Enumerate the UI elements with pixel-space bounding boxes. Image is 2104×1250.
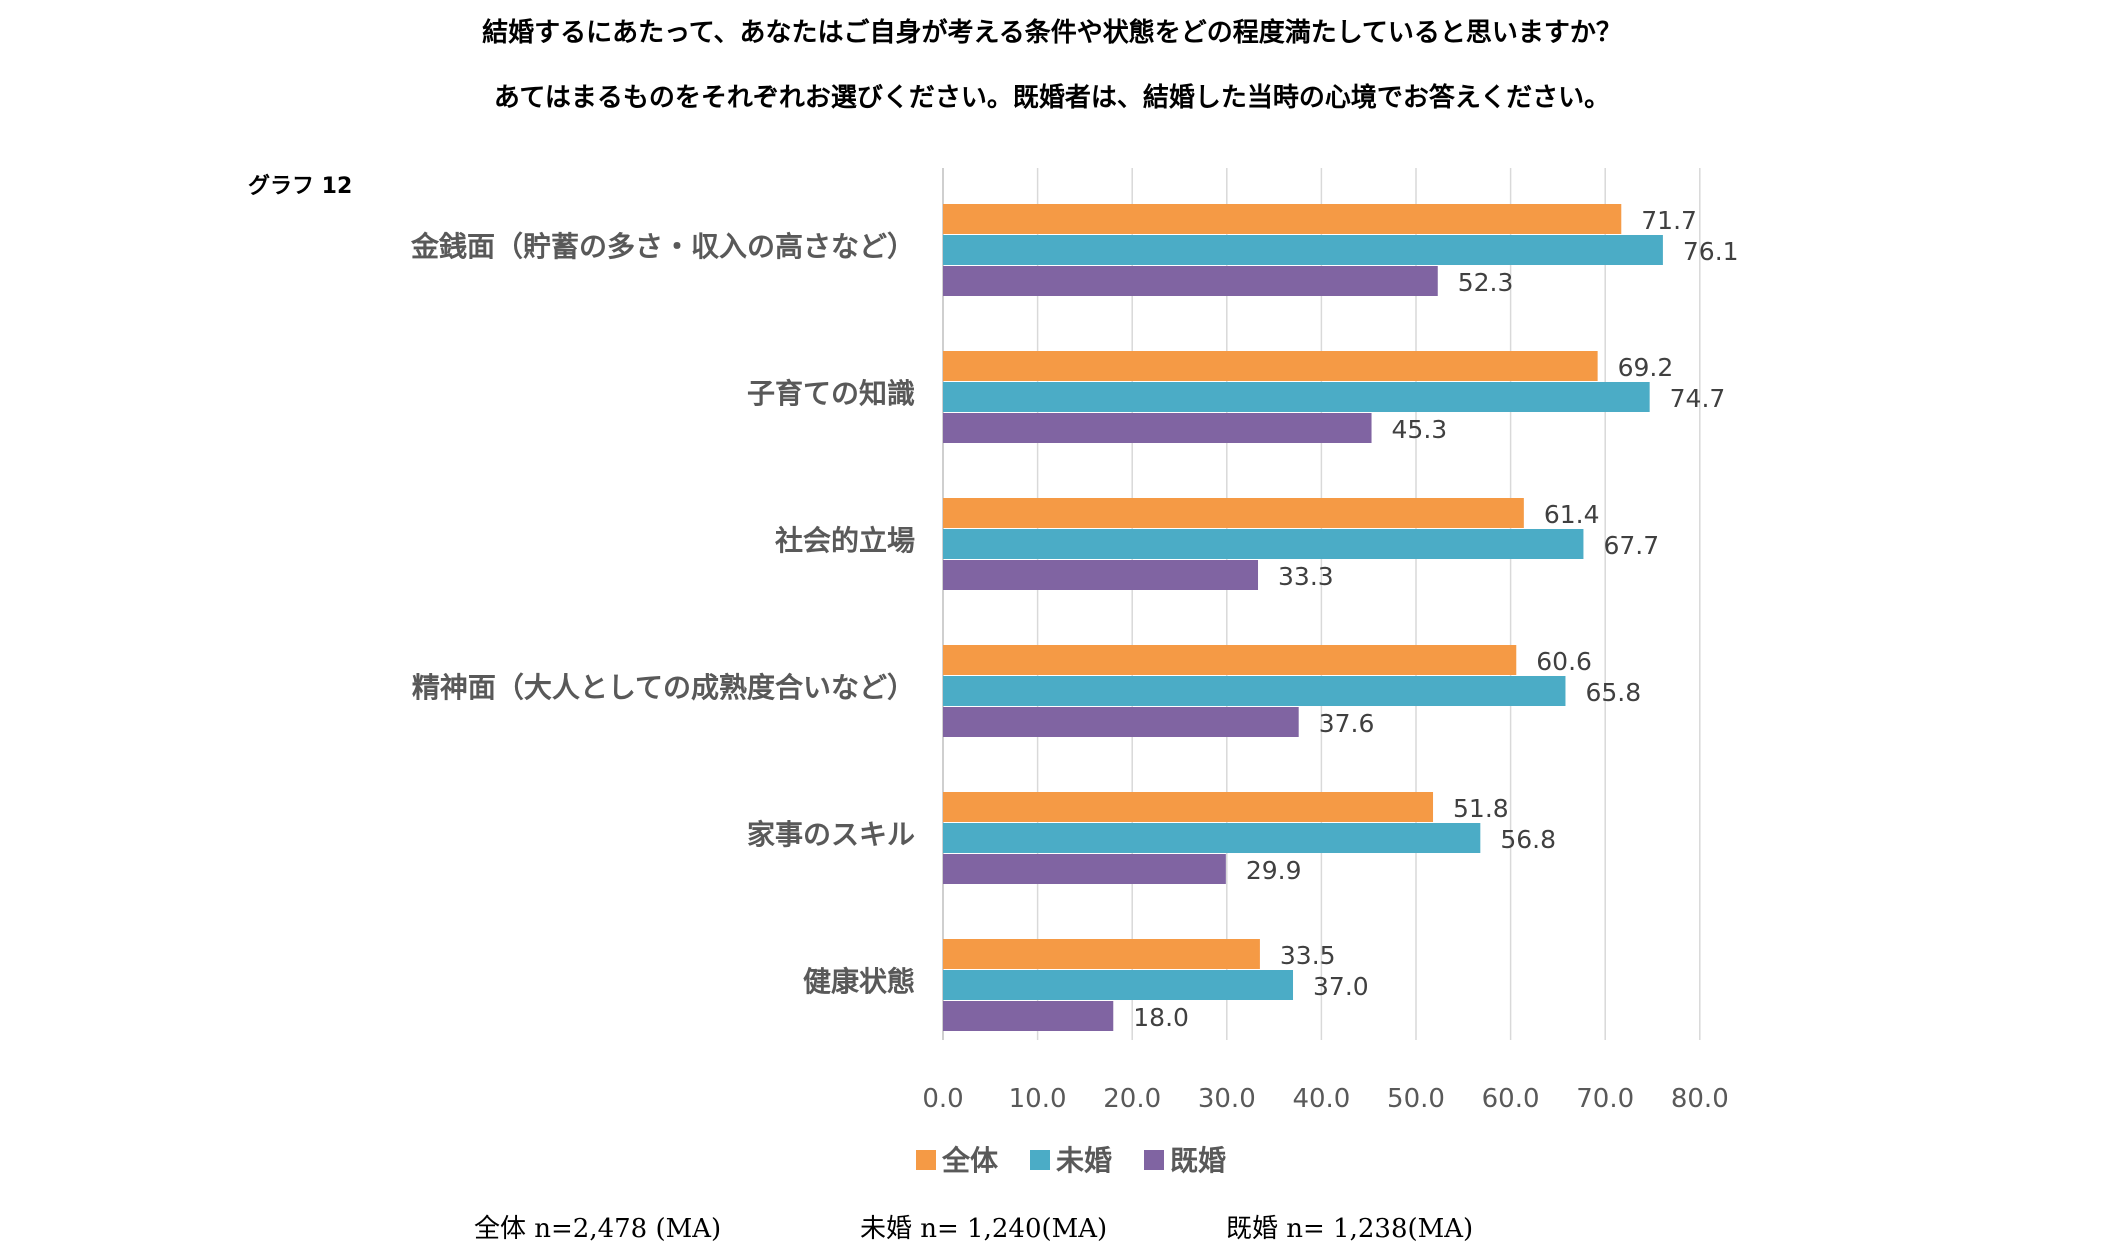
footnote-married: 既婚 n= 1,238(MA) <box>1226 1214 1474 1244</box>
bar <box>943 498 1524 528</box>
x-tick-label: 10.0 <box>1009 1084 1067 1114</box>
x-tick-label: 80.0 <box>1671 1084 1729 1114</box>
data-label: 33.3 <box>1278 562 1334 591</box>
x-tick-label: 20.0 <box>1103 1084 1161 1114</box>
category-label: 金銭面（貯蓄の多さ・収入の高さなど） <box>410 230 915 263</box>
bar <box>943 560 1259 590</box>
data-label: 76.1 <box>1683 237 1739 266</box>
data-label: 69.2 <box>1618 353 1674 382</box>
footnote-single: 未婚 n= 1,240(MA) <box>860 1214 1108 1244</box>
legend-label: 既婚 <box>1170 1144 1226 1177</box>
legend-label: 全体 <box>941 1144 999 1177</box>
category-label: 子育ての知識 <box>747 377 915 410</box>
x-tick-label: 0.0 <box>922 1084 963 1114</box>
data-label: 74.7 <box>1670 384 1726 413</box>
x-tick-label: 30.0 <box>1198 1084 1256 1114</box>
data-label: 65.8 <box>1585 678 1641 707</box>
bar <box>943 413 1372 443</box>
x-tick-label: 60.0 <box>1482 1084 1540 1114</box>
legend-label: 未婚 <box>1056 1144 1112 1177</box>
x-tick-label: 50.0 <box>1387 1084 1445 1114</box>
legend-swatch <box>916 1150 936 1170</box>
category-label: 健康状態 <box>803 965 915 998</box>
data-label: 61.4 <box>1544 500 1600 529</box>
legend-swatch <box>1144 1150 1164 1170</box>
chart-title-line-2: あてはまるものをそれぞれお選びください。既婚者は、結婚した当時の心境でお答えくだ… <box>493 83 1611 113</box>
graph-label: グラフ 12 <box>248 174 353 199</box>
bar <box>943 970 1294 1000</box>
legend-swatch <box>1030 1150 1050 1170</box>
data-label: 37.6 <box>1319 709 1375 738</box>
bar <box>943 676 1566 706</box>
bar <box>943 792 1434 822</box>
bar <box>943 266 1438 296</box>
bar <box>943 529 1584 559</box>
bar <box>943 351 1598 381</box>
x-tick-label: 40.0 <box>1292 1084 1350 1114</box>
category-label: 精神面（大人としての成熟度合いなど） <box>412 671 915 704</box>
bar <box>943 854 1226 884</box>
data-label: 67.7 <box>1603 531 1659 560</box>
data-label: 51.8 <box>1453 794 1509 823</box>
bar <box>943 823 1481 853</box>
footnote-total: 全体 n=2,478 (MA) <box>474 1214 722 1244</box>
bar <box>943 235 1663 265</box>
bar <box>943 204 1622 234</box>
data-label: 52.3 <box>1458 268 1514 297</box>
bar <box>943 707 1299 737</box>
data-label: 37.0 <box>1313 972 1369 1001</box>
data-label: 60.6 <box>1536 647 1592 676</box>
bar <box>943 382 1650 412</box>
data-label: 56.8 <box>1500 825 1556 854</box>
bar <box>943 939 1260 969</box>
data-label: 18.0 <box>1133 1003 1189 1032</box>
bar <box>943 645 1517 675</box>
data-label: 29.9 <box>1246 856 1302 885</box>
data-label: 71.7 <box>1641 206 1697 235</box>
data-label: 33.5 <box>1280 941 1336 970</box>
x-tick-label: 70.0 <box>1576 1084 1634 1114</box>
data-label: 45.3 <box>1392 415 1448 444</box>
category-label: 社会的立場 <box>775 524 915 557</box>
category-label: 家事のスキル <box>747 818 915 851</box>
chart-title-line-1: 結婚するにあたって、あなたはご自身が考える条件や状態をどの程度満たしていると思い… <box>482 18 1622 48</box>
bar <box>943 1001 1114 1031</box>
